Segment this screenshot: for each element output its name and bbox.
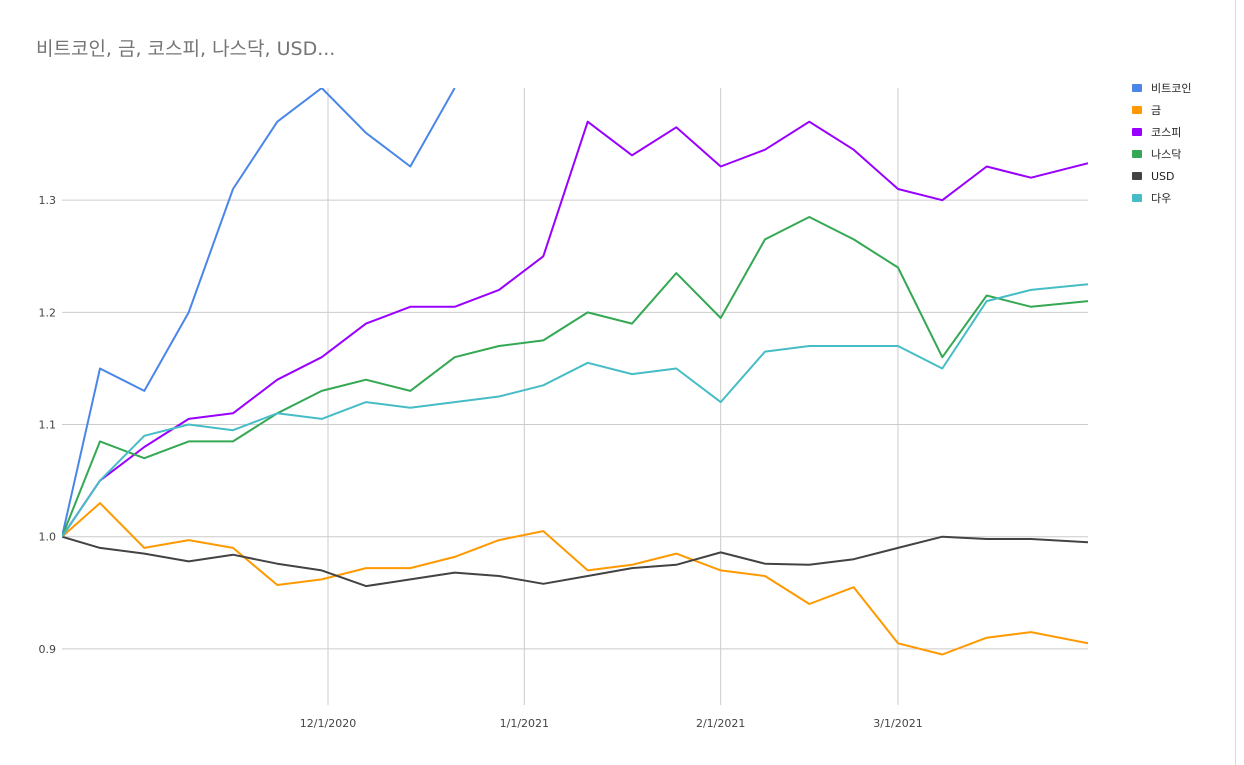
legend-label: 나스닥 — [1151, 148, 1181, 161]
series-line-5 — [62, 283, 1088, 538]
legend-label: 금 — [1151, 104, 1161, 117]
x-tick-label: 12/1/2020 — [300, 717, 356, 730]
x-tick-label: 2/1/2021 — [696, 717, 745, 730]
y-tick-label: 1.0 — [39, 531, 57, 544]
series-line-0 — [62, 88, 456, 537]
x-tick-label: 1/1/2021 — [500, 717, 549, 730]
grid-layer: 0.9 1.0 1.1 1.2 1.3 12/1/2020 1/1/2021 2/1/2021… — [39, 88, 1088, 730]
series-line-2 — [62, 120, 1088, 538]
chart-title: 비트코인, 금, 코스피, 나스닥, USD... — [36, 38, 336, 60]
legend-swatch — [1132, 106, 1142, 114]
legend-label: USD — [1151, 170, 1175, 183]
series-line-4 — [62, 535, 1088, 588]
legend-swatch — [1132, 150, 1142, 158]
series-layer — [62, 88, 1088, 656]
x-tick-label: 3/1/2021 — [873, 717, 922, 730]
y-tick-label: 0.9 — [39, 643, 57, 656]
panel-edge — [1235, 0, 1236, 765]
legend-swatch — [1132, 194, 1142, 202]
y-tick-label: 1.1 — [39, 419, 57, 432]
legend-label: 다우 — [1151, 192, 1171, 205]
legend-label: 코스피 — [1151, 126, 1181, 139]
y-tick-label: 1.3 — [39, 194, 57, 207]
legend-swatch — [1132, 172, 1142, 180]
legend-swatch — [1132, 84, 1142, 92]
series-line-3 — [62, 216, 1088, 538]
y-tick-label: 1.2 — [39, 306, 57, 319]
series-line-1 — [62, 502, 1088, 656]
legend-label: 비트코인 — [1151, 82, 1191, 95]
legend-swatch — [1132, 128, 1142, 136]
